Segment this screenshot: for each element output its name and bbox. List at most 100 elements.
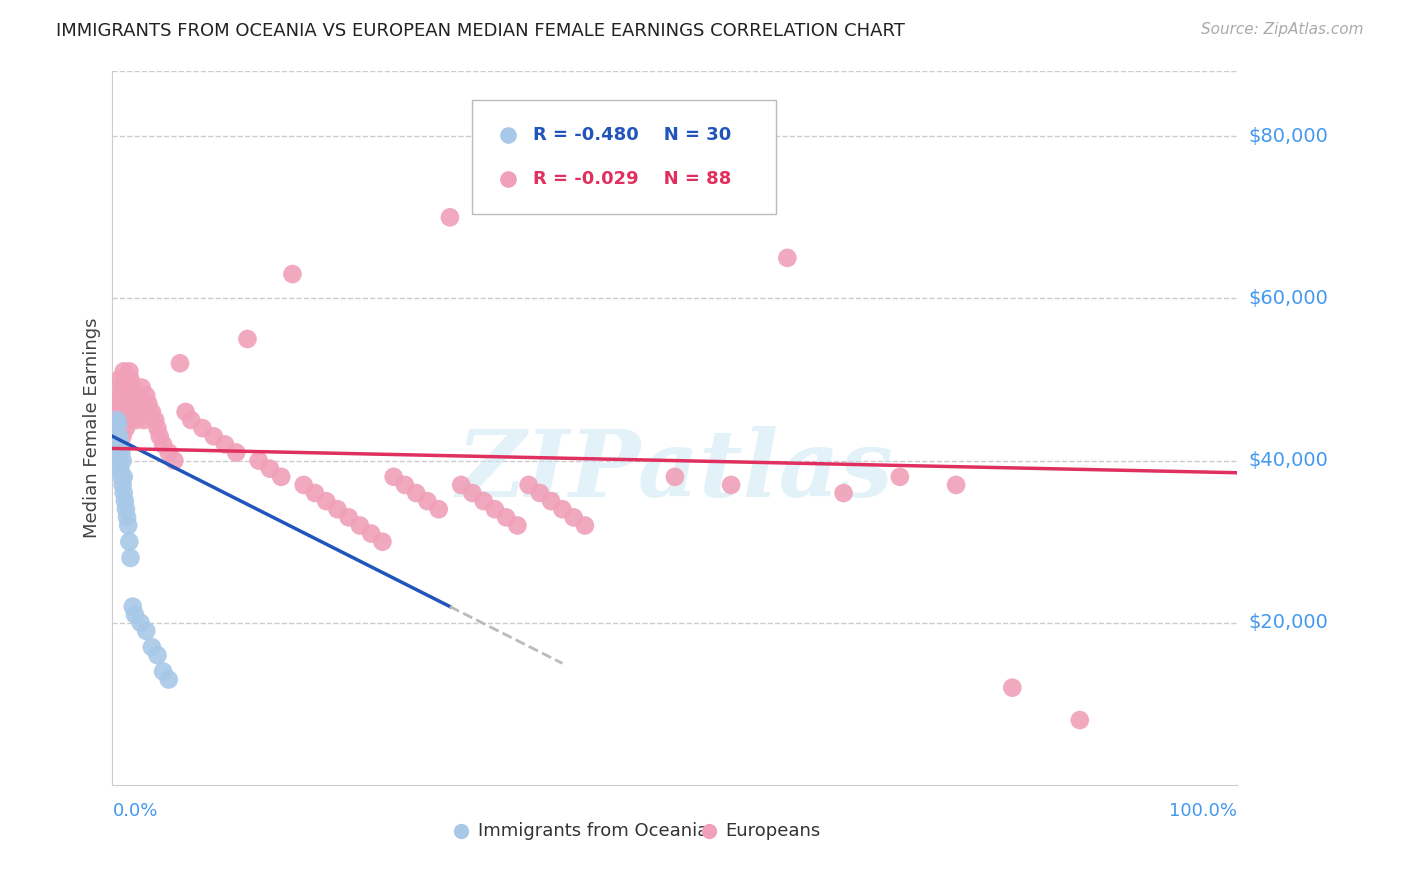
Point xyxy=(110,389,132,403)
Point xyxy=(394,478,416,492)
Point xyxy=(121,389,143,403)
Point xyxy=(697,778,720,792)
Point xyxy=(157,445,180,459)
Point xyxy=(135,389,157,403)
Point xyxy=(439,211,461,225)
Point xyxy=(141,640,163,654)
Point xyxy=(104,421,127,435)
Point xyxy=(498,778,520,792)
Text: Source: ZipAtlas.com: Source: ZipAtlas.com xyxy=(1201,22,1364,37)
Point xyxy=(371,534,394,549)
Point xyxy=(120,550,142,565)
Point xyxy=(152,665,174,679)
Point xyxy=(105,413,128,427)
Text: IMMIGRANTS FROM OCEANIA VS EUROPEAN MEDIAN FEMALE EARNINGS CORRELATION CHART: IMMIGRANTS FROM OCEANIA VS EUROPEAN MEDI… xyxy=(56,22,905,40)
Point xyxy=(115,421,138,435)
Point xyxy=(562,510,585,524)
FancyBboxPatch shape xyxy=(472,100,776,214)
Point xyxy=(174,405,197,419)
Point xyxy=(118,364,141,378)
Point xyxy=(117,518,139,533)
Point xyxy=(889,470,911,484)
Point xyxy=(776,251,799,265)
Point xyxy=(114,494,136,508)
Point xyxy=(120,372,142,386)
Point xyxy=(157,673,180,687)
Point xyxy=(114,372,136,386)
Point xyxy=(149,429,172,443)
Text: R = -0.029    N = 88: R = -0.029 N = 88 xyxy=(533,170,731,188)
Point xyxy=(111,478,134,492)
Point xyxy=(1069,713,1091,727)
Point xyxy=(498,778,520,792)
Text: 0.0%: 0.0% xyxy=(112,802,157,820)
Point xyxy=(118,413,141,427)
Point xyxy=(132,413,155,427)
Text: $40,000: $40,000 xyxy=(1249,451,1329,470)
Point xyxy=(115,397,138,411)
Point xyxy=(111,397,134,411)
Point xyxy=(349,518,371,533)
Point xyxy=(112,470,135,484)
Point xyxy=(281,267,304,281)
Point xyxy=(416,494,439,508)
Point xyxy=(214,437,236,451)
Point xyxy=(112,486,135,500)
Point xyxy=(121,381,143,395)
Text: Europeans: Europeans xyxy=(725,822,821,840)
Point xyxy=(304,486,326,500)
Point xyxy=(108,421,131,435)
Point xyxy=(506,518,529,533)
Text: 100.0%: 100.0% xyxy=(1170,802,1237,820)
Point xyxy=(540,494,562,508)
Text: $80,000: $80,000 xyxy=(1249,127,1329,145)
Point xyxy=(110,429,132,443)
Text: $20,000: $20,000 xyxy=(1249,614,1329,632)
Point xyxy=(112,364,135,378)
Point xyxy=(664,470,686,484)
Point xyxy=(382,470,405,484)
Point xyxy=(450,478,472,492)
Point xyxy=(484,502,506,516)
Point xyxy=(108,453,131,467)
Point xyxy=(107,429,129,443)
Point xyxy=(107,397,129,411)
Point xyxy=(131,381,153,395)
Point xyxy=(108,372,131,386)
Point xyxy=(104,413,127,427)
Point xyxy=(247,453,270,467)
Y-axis label: Median Female Earnings: Median Female Earnings xyxy=(83,318,101,539)
Point xyxy=(517,478,540,492)
Point xyxy=(337,510,360,524)
Point xyxy=(472,494,495,508)
Point xyxy=(115,389,138,403)
Point xyxy=(495,510,517,524)
Point xyxy=(111,453,134,467)
Point xyxy=(461,486,484,500)
Point xyxy=(124,405,146,419)
Point xyxy=(720,478,742,492)
Point xyxy=(135,624,157,638)
Point xyxy=(108,429,131,443)
Text: ZIPatlas: ZIPatlas xyxy=(457,426,893,516)
Point xyxy=(110,413,132,427)
Point xyxy=(115,502,138,516)
Point xyxy=(551,502,574,516)
Point xyxy=(236,332,259,346)
Point xyxy=(143,413,166,427)
Point xyxy=(118,534,141,549)
Point xyxy=(202,429,225,443)
Point xyxy=(110,461,132,475)
Point xyxy=(141,405,163,419)
Point xyxy=(1001,681,1024,695)
Point xyxy=(315,494,337,508)
Point xyxy=(121,599,143,614)
Point xyxy=(110,381,132,395)
Point xyxy=(115,510,138,524)
Point xyxy=(450,778,472,792)
Point xyxy=(574,518,596,533)
Point xyxy=(180,413,202,427)
Point xyxy=(191,421,214,435)
Text: R = -0.480    N = 30: R = -0.480 N = 30 xyxy=(533,126,731,144)
Point xyxy=(129,405,152,419)
